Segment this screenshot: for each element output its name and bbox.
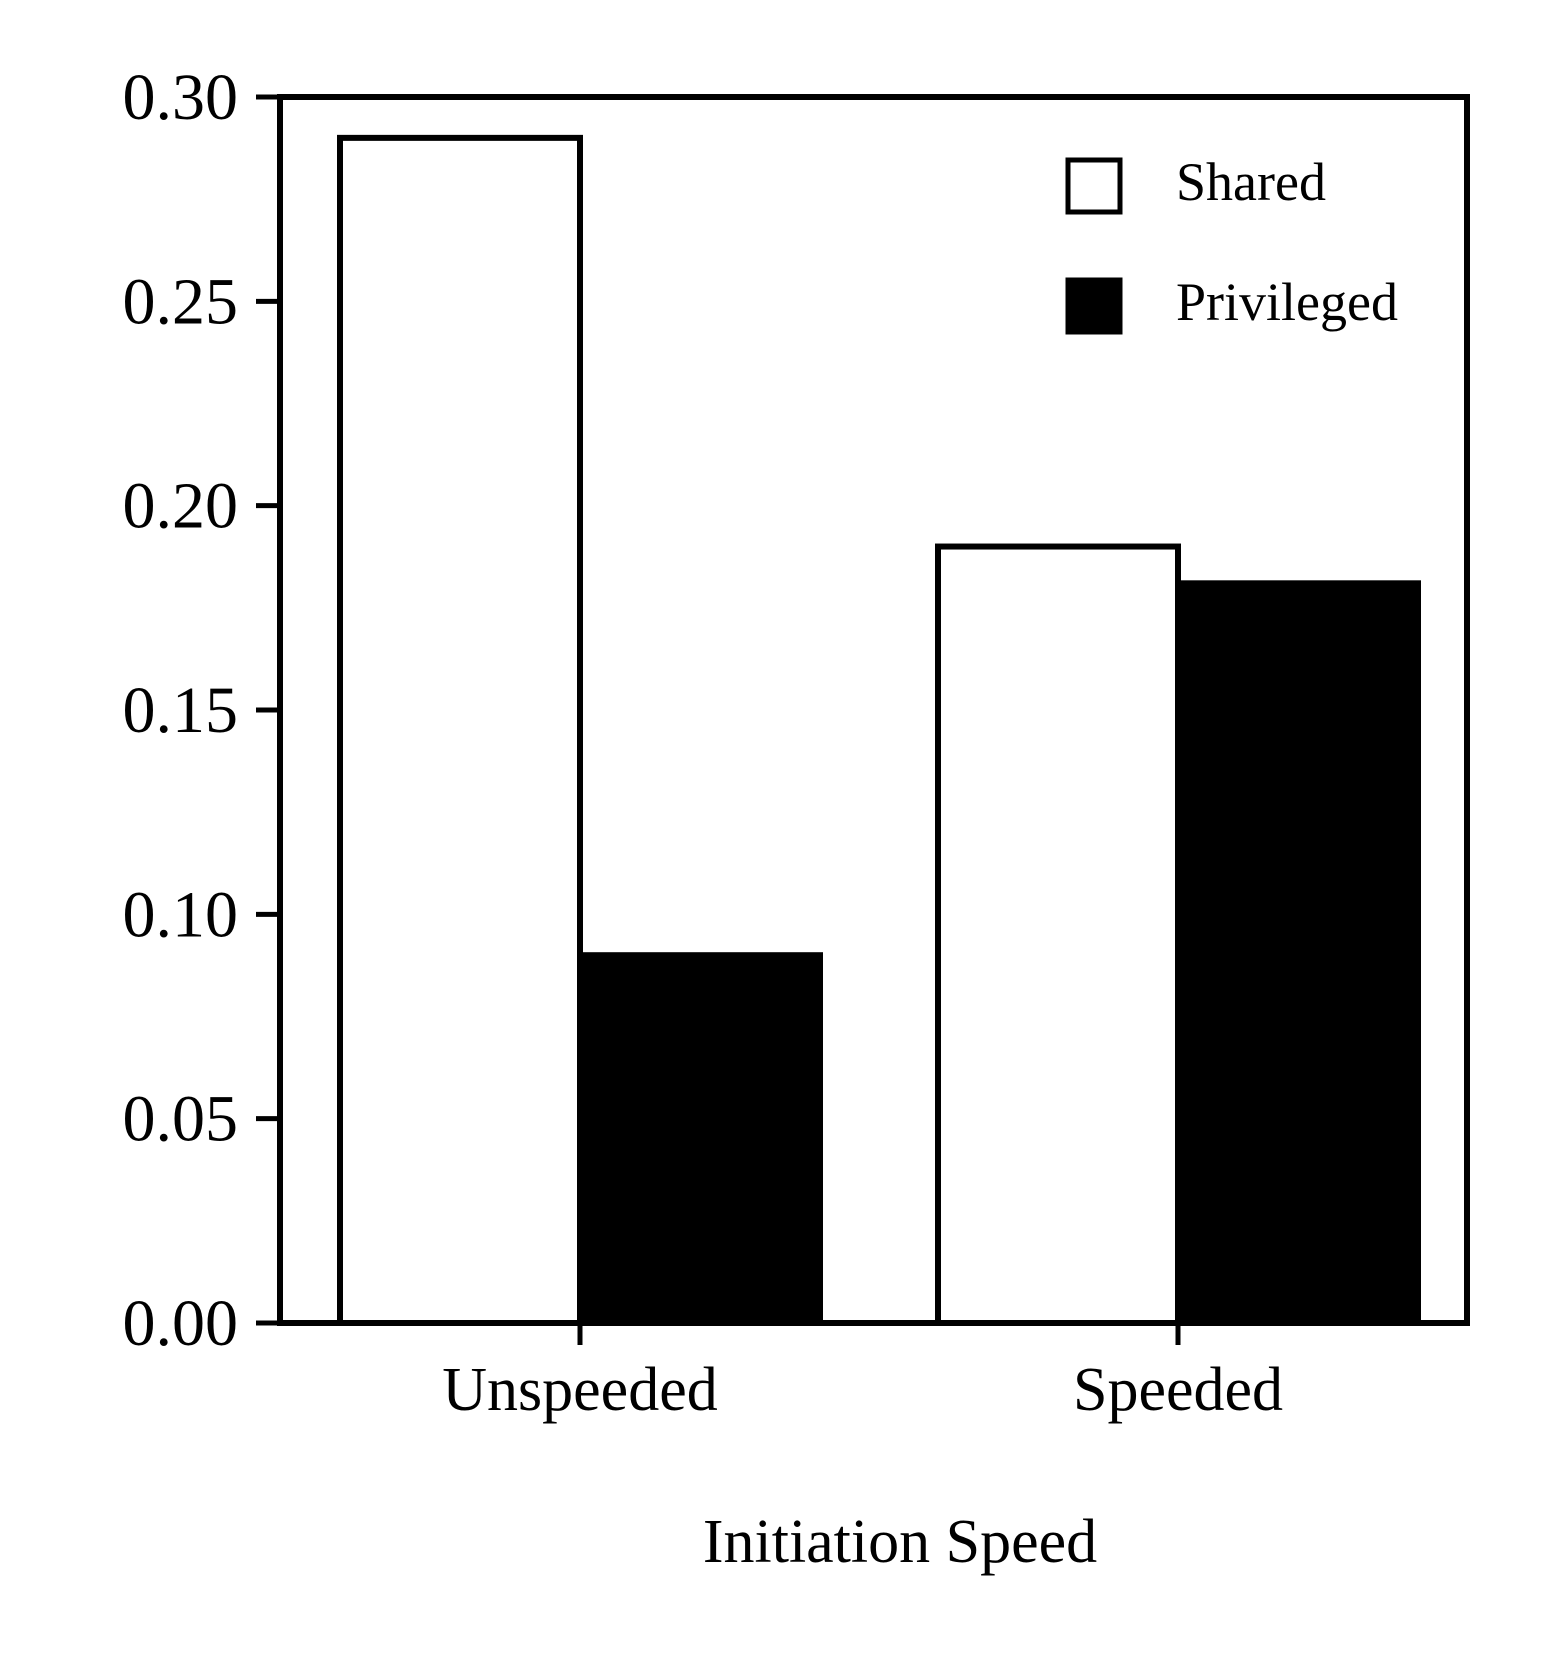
y-axis: 0.00 0.05 0.10 0.15 0.20 0.25 0.30: [123, 61, 280, 1360]
legend-swatch-privileged: [1065, 277, 1123, 335]
bar-privileged-unspeeded: [577, 952, 823, 1326]
bar-shared-unspeeded: [337, 134, 583, 1326]
y-tick-label: 0.25: [123, 265, 239, 338]
x-category-label: Speeded: [1073, 1356, 1283, 1424]
y-tick-label: 0.10: [123, 878, 239, 951]
y-tick-label: 0.05: [123, 1083, 239, 1156]
bar-shared-speeded: [935, 543, 1181, 1326]
bar-privileged-speeded: [1175, 580, 1421, 1326]
y-tick-label: 0.15: [123, 674, 239, 747]
legend-label-privileged: Privileged: [1176, 272, 1398, 332]
legend-label-shared: Shared: [1176, 152, 1326, 212]
x-axis: Unspeeded Speeded: [442, 1323, 1283, 1424]
legend: Shared Privileged: [1065, 152, 1398, 335]
y-tick-label: 0.00: [123, 1287, 239, 1360]
legend-swatch-shared: [1065, 157, 1123, 215]
x-axis-title: Initiation Speed: [703, 1508, 1097, 1576]
y-tick-label: 0.30: [123, 61, 239, 134]
y-tick-label: 0.20: [123, 470, 239, 543]
bars-group: [337, 134, 1421, 1326]
x-category-label: Unspeeded: [442, 1356, 717, 1424]
